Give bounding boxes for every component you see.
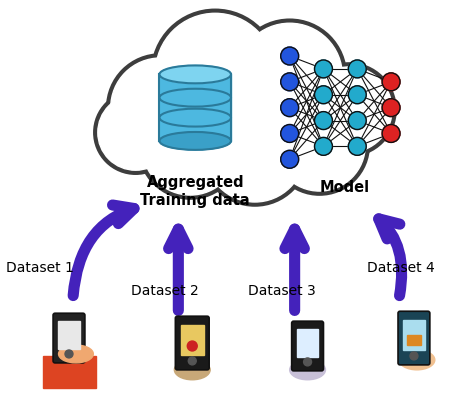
Circle shape bbox=[281, 74, 298, 92]
Circle shape bbox=[65, 350, 73, 358]
Circle shape bbox=[188, 357, 196, 365]
Circle shape bbox=[348, 138, 366, 156]
Circle shape bbox=[314, 87, 332, 104]
Bar bbox=[58, 321, 80, 350]
FancyBboxPatch shape bbox=[292, 322, 323, 371]
Ellipse shape bbox=[159, 90, 231, 107]
Text: Dataset 1: Dataset 1 bbox=[7, 260, 74, 274]
Circle shape bbox=[410, 352, 418, 360]
Circle shape bbox=[382, 74, 400, 92]
FancyBboxPatch shape bbox=[175, 316, 209, 370]
Circle shape bbox=[281, 100, 298, 117]
Circle shape bbox=[98, 96, 173, 171]
Bar bbox=[180, 325, 204, 356]
Circle shape bbox=[272, 98, 367, 194]
Circle shape bbox=[305, 66, 394, 155]
Circle shape bbox=[142, 100, 238, 196]
Polygon shape bbox=[43, 356, 96, 388]
Circle shape bbox=[314, 112, 332, 130]
FancyBboxPatch shape bbox=[53, 313, 85, 363]
Ellipse shape bbox=[399, 350, 435, 370]
Ellipse shape bbox=[159, 66, 231, 84]
Circle shape bbox=[156, 14, 275, 133]
Circle shape bbox=[314, 138, 332, 156]
Ellipse shape bbox=[174, 360, 210, 380]
Circle shape bbox=[304, 358, 312, 366]
Circle shape bbox=[281, 125, 298, 143]
Text: Dataset 3: Dataset 3 bbox=[248, 284, 316, 298]
Circle shape bbox=[306, 68, 392, 153]
Text: Aggregated
Training data: Aggregated Training data bbox=[141, 175, 250, 207]
Circle shape bbox=[348, 87, 366, 104]
Circle shape bbox=[187, 341, 197, 351]
Text: Dataset 4: Dataset 4 bbox=[367, 260, 435, 274]
Bar bbox=[403, 320, 425, 351]
Text: Model: Model bbox=[319, 180, 369, 195]
Circle shape bbox=[382, 125, 400, 143]
Circle shape bbox=[281, 151, 298, 169]
Circle shape bbox=[109, 57, 212, 160]
Bar bbox=[159, 75, 231, 142]
Circle shape bbox=[348, 112, 366, 130]
Text: Dataset 2: Dataset 2 bbox=[131, 284, 198, 298]
Bar bbox=[297, 329, 318, 357]
Circle shape bbox=[348, 61, 366, 79]
Ellipse shape bbox=[290, 360, 325, 380]
FancyBboxPatch shape bbox=[398, 311, 430, 365]
Circle shape bbox=[235, 22, 345, 131]
Circle shape bbox=[111, 59, 210, 158]
Circle shape bbox=[205, 103, 305, 202]
Bar bbox=[407, 335, 421, 345]
Ellipse shape bbox=[159, 133, 231, 151]
Circle shape bbox=[281, 48, 298, 66]
Ellipse shape bbox=[59, 345, 94, 363]
Ellipse shape bbox=[159, 109, 231, 127]
Circle shape bbox=[314, 61, 332, 79]
Circle shape bbox=[96, 94, 175, 173]
Circle shape bbox=[203, 101, 306, 205]
Circle shape bbox=[274, 100, 365, 192]
Circle shape bbox=[141, 98, 240, 198]
Circle shape bbox=[237, 24, 342, 129]
Circle shape bbox=[382, 100, 400, 117]
Circle shape bbox=[154, 12, 277, 135]
